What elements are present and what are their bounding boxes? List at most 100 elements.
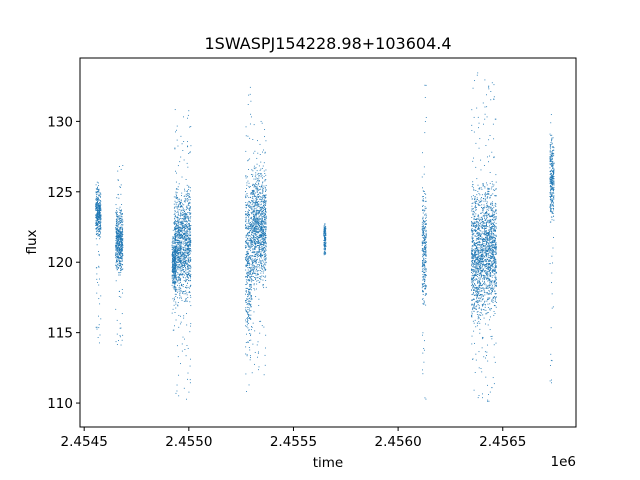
data-point xyxy=(119,240,121,242)
data-point xyxy=(117,211,118,213)
data-point xyxy=(260,173,262,175)
data-point xyxy=(118,216,120,218)
data-point xyxy=(262,272,264,274)
data-point xyxy=(186,190,188,192)
data-point xyxy=(255,221,257,223)
data-point xyxy=(477,251,479,253)
data-point xyxy=(189,227,191,229)
data-point xyxy=(259,226,261,228)
data-point xyxy=(188,218,189,220)
data-point xyxy=(250,212,252,213)
data-point xyxy=(263,213,265,215)
data-point xyxy=(247,235,249,237)
data-point xyxy=(256,213,258,215)
data-point xyxy=(181,195,182,197)
data-point xyxy=(472,254,473,256)
data-point xyxy=(475,253,477,255)
data-point xyxy=(180,261,182,263)
data-point xyxy=(323,230,325,232)
data-point xyxy=(475,290,477,292)
data-point xyxy=(256,251,258,253)
data-point xyxy=(422,231,424,233)
data-point xyxy=(258,369,259,371)
data-point xyxy=(188,153,190,154)
data-point xyxy=(476,257,478,259)
data-point xyxy=(259,332,261,334)
data-point xyxy=(99,195,100,197)
data-point xyxy=(95,209,97,211)
data-point xyxy=(171,271,173,272)
data-point xyxy=(264,226,266,228)
data-point xyxy=(245,259,247,260)
data-point xyxy=(171,278,173,280)
data-point xyxy=(120,251,122,252)
data-point xyxy=(263,374,265,376)
data-point xyxy=(173,245,175,247)
data-point xyxy=(173,300,175,302)
data-point xyxy=(261,220,263,222)
data-point xyxy=(254,246,256,248)
data-point xyxy=(260,209,262,211)
data-point xyxy=(246,287,248,289)
data-point xyxy=(425,215,427,217)
data-point xyxy=(249,202,251,204)
data-point xyxy=(261,214,263,215)
data-point xyxy=(188,205,190,206)
data-point xyxy=(181,243,183,245)
data-point xyxy=(171,261,173,263)
data-point xyxy=(324,236,326,238)
data-point xyxy=(245,325,246,327)
data-point xyxy=(475,278,477,280)
data-point xyxy=(250,207,252,209)
data-point xyxy=(254,239,256,241)
data-point xyxy=(248,169,249,170)
data-point xyxy=(189,196,191,198)
data-point xyxy=(254,276,256,278)
data-point xyxy=(249,257,251,259)
data-point xyxy=(255,209,257,211)
data-point xyxy=(245,221,247,223)
data-point xyxy=(172,257,174,259)
data-point xyxy=(172,282,174,284)
data-point xyxy=(476,257,478,259)
data-point xyxy=(257,205,259,207)
data-point xyxy=(186,217,188,218)
data-point xyxy=(251,224,253,226)
data-point xyxy=(174,109,176,111)
data-point xyxy=(176,228,178,230)
data-point xyxy=(179,264,181,266)
data-point xyxy=(250,306,252,308)
data-point xyxy=(263,208,265,209)
data-point xyxy=(265,258,267,260)
data-point xyxy=(472,278,474,280)
data-point xyxy=(254,228,256,230)
data-point xyxy=(246,182,248,184)
data-point xyxy=(174,229,176,231)
data-point xyxy=(252,263,254,264)
data-point xyxy=(252,251,254,253)
data-point xyxy=(257,239,259,241)
data-point xyxy=(246,391,247,392)
data-point xyxy=(255,199,257,201)
data-point xyxy=(478,259,480,261)
data-point xyxy=(96,223,98,225)
data-point xyxy=(325,252,327,254)
data-point xyxy=(261,246,263,248)
data-point xyxy=(475,275,477,276)
data-point xyxy=(181,254,183,256)
data-point xyxy=(245,346,247,348)
data-point xyxy=(262,195,263,197)
data-point xyxy=(264,195,266,197)
data-point xyxy=(249,230,251,232)
data-point xyxy=(258,252,260,254)
data-point xyxy=(264,180,266,182)
data-point xyxy=(174,252,176,254)
data-point xyxy=(96,198,98,200)
data-point xyxy=(425,294,427,296)
data-point xyxy=(247,243,249,245)
data-point xyxy=(119,250,121,252)
data-point xyxy=(98,204,99,206)
data-point xyxy=(471,205,473,207)
data-point xyxy=(479,284,481,286)
